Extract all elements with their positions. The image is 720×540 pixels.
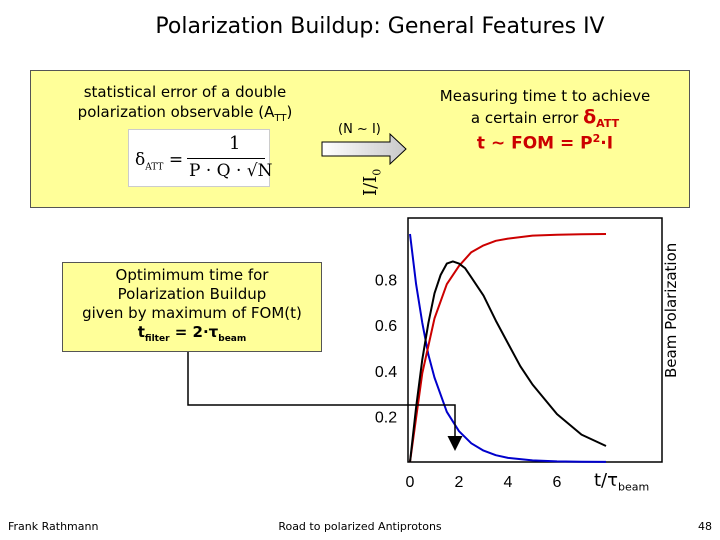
measure-delta-sub: ATT xyxy=(596,117,620,130)
y-label-main: I/I xyxy=(360,175,381,196)
y-axis-label-intensity: I/I0 xyxy=(360,126,384,196)
x-tick-labels: 0 2 4 6 xyxy=(406,474,562,491)
optim-t: t xyxy=(137,323,145,341)
x-tick-label: 6 xyxy=(553,474,562,491)
n-proportional-text: (N ~ I) xyxy=(338,122,381,137)
footer-page-number: 48 xyxy=(698,520,712,533)
fom-exponent: 2 xyxy=(592,132,601,145)
measure-line-2-main: a certain error xyxy=(470,109,584,127)
x-label-main: t/τ xyxy=(594,470,618,491)
y-tick-label: 0.8 xyxy=(375,273,397,290)
optimum-time-box: Optimimum time for Polarization Buildup … xyxy=(62,262,322,352)
y-tick-label: 0.4 xyxy=(375,364,397,381)
optim-eq: = 2·τ xyxy=(169,323,219,341)
stat-line-2-close: ) xyxy=(286,103,293,121)
formula-delta-sub: ATT xyxy=(145,162,164,173)
stat-line-1: statistical error of a double xyxy=(83,83,287,101)
footer-author: Frank Rathmann xyxy=(8,520,99,533)
plot-area xyxy=(407,217,663,463)
x-label-sub: beam xyxy=(617,480,650,494)
y-tick-label: 0.2 xyxy=(375,409,397,426)
measure-line-2: a certain error δATT xyxy=(420,107,670,134)
y-label-sub: 0 xyxy=(370,168,384,176)
series-line-0 xyxy=(409,233,607,463)
footer-talk-title: Road to polarized Antiprotons xyxy=(278,520,442,533)
formula-delta: δ xyxy=(135,150,146,170)
measuring-time-text: Measuring time t to achieve a certain er… xyxy=(420,86,670,134)
fom-suffix: ·I xyxy=(600,133,614,154)
formula-numerator: 1 xyxy=(229,133,241,154)
measure-delta: δ xyxy=(583,106,597,128)
optim-tau-sub: beam xyxy=(218,334,247,344)
optim-line-3: given by maximum of FOM(t) xyxy=(82,304,302,322)
statistical-error-text: statistical error of a double polarizati… xyxy=(55,82,315,129)
formula-fraction-bar xyxy=(187,158,265,159)
pointer-connector xyxy=(187,352,463,451)
measure-line-1: Measuring time t to achieve xyxy=(439,87,651,105)
formula-lhs: δATT = xyxy=(135,150,183,172)
x-axis-label: t/τbeam xyxy=(594,470,649,494)
chart-curves xyxy=(409,233,607,463)
formula-denominator: P · Q · √N xyxy=(189,161,273,181)
relation-arrow xyxy=(321,132,407,166)
y-tick-labels: 0.2 0.4 0.6 0.8 xyxy=(375,273,397,427)
y-tick-label: 0.6 xyxy=(375,318,397,335)
x-tick-label: 2 xyxy=(455,474,464,491)
stat-line-2-main: polarization observable (A xyxy=(77,103,275,121)
optim-line-2: Polarization Buildup xyxy=(117,285,267,303)
optim-t-sub: filter xyxy=(144,334,170,344)
x-tick-label: 0 xyxy=(406,474,415,491)
formula-equals: = xyxy=(163,150,184,170)
stat-line-2: polarization observable (ATT) xyxy=(55,102,315,129)
error-formula: δATT = 1 P · Q · √N xyxy=(128,129,273,187)
stat-line-2-sub: TT xyxy=(274,113,287,124)
x-tick-label: 4 xyxy=(504,474,513,491)
series-line-2 xyxy=(409,260,607,463)
fom-relation: t ~ FOM = P2·I xyxy=(420,132,670,154)
y-axis-label-polarization: Beam Polarization xyxy=(662,242,680,378)
optim-line-1: Optimimum time for xyxy=(115,266,269,284)
slide-title: Polarization Buildup: General Features I… xyxy=(155,14,605,39)
optim-formula-line: tfilter = 2·τbeam xyxy=(63,323,321,349)
series-line-1 xyxy=(409,233,607,463)
fom-prefix: t ~ FOM = P xyxy=(476,133,593,154)
